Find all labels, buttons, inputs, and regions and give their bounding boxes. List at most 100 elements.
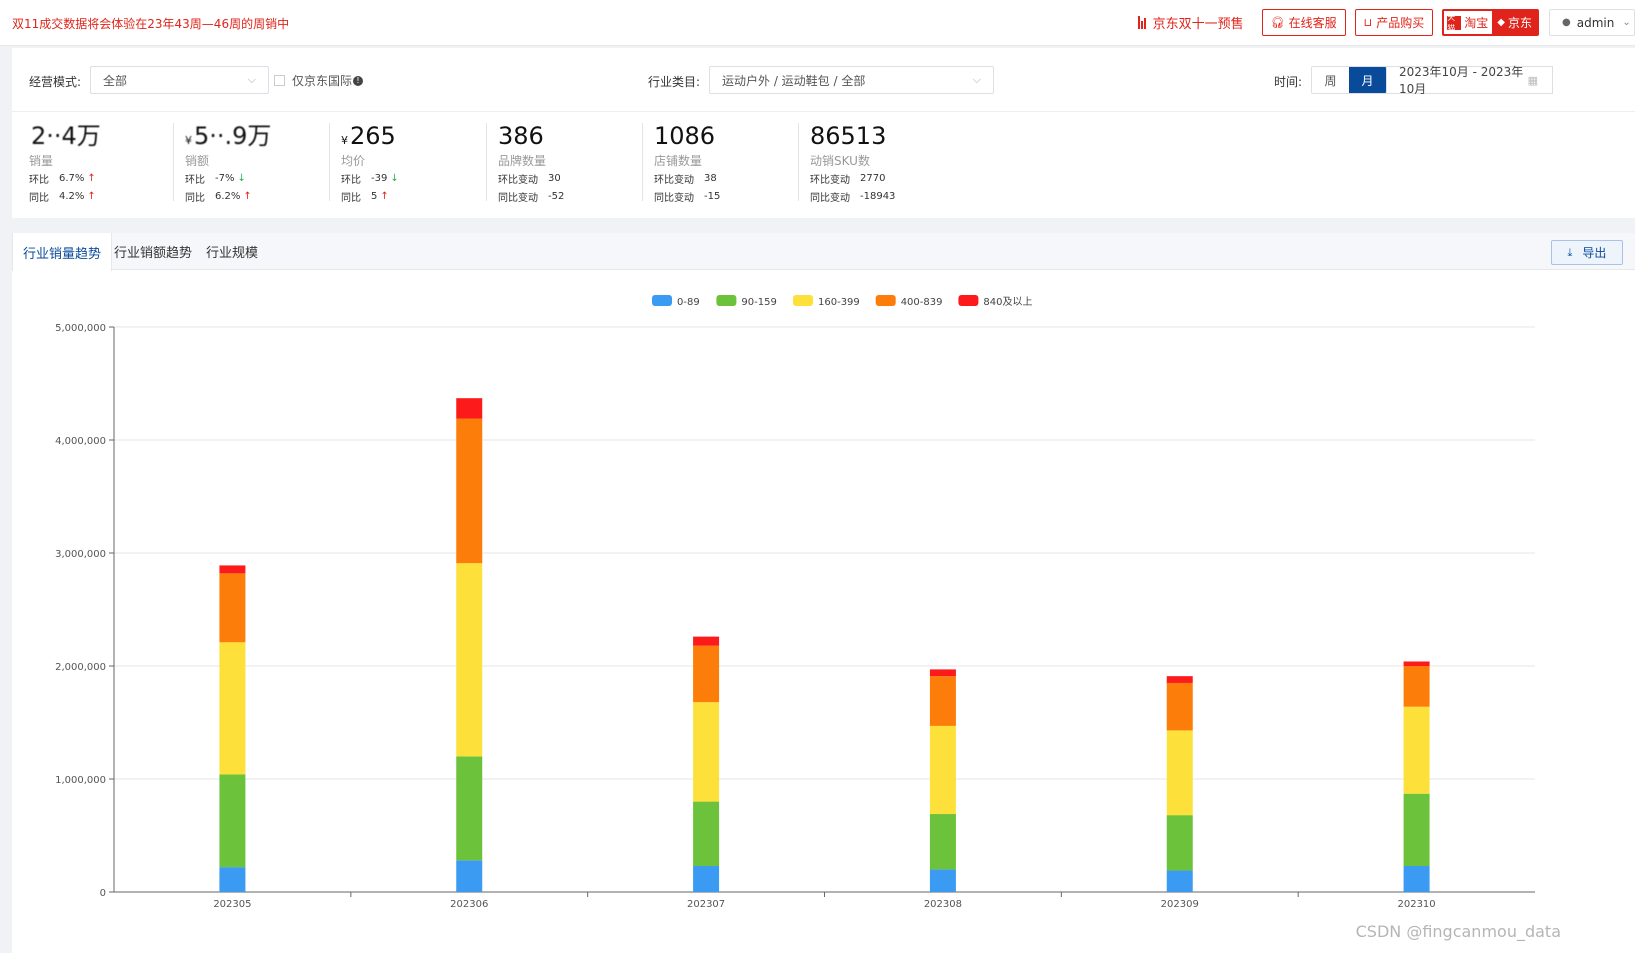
intl-only-checkbox[interactable]: 仅京东国际 ! bbox=[274, 72, 364, 89]
taobao-link[interactable]: 天猫 淘宝 bbox=[1444, 13, 1492, 33]
metric-value: ¥5··.9万 bbox=[185, 121, 325, 151]
metric-yoy: 同比变动 -52 bbox=[498, 189, 638, 204]
bar-segment bbox=[1166, 730, 1193, 816]
divider bbox=[329, 123, 330, 201]
metric-yoy: 同比 4.2% ↑ bbox=[29, 189, 169, 204]
metric-store-count: 1086 店铺数量 环比变动 38 同比变动 -15 bbox=[642, 121, 794, 211]
time-label: 时间: bbox=[1274, 75, 1303, 89]
mom-value: -39 bbox=[371, 173, 388, 184]
legend-label: 160-399 bbox=[818, 297, 860, 308]
metric-name: 销量 bbox=[29, 154, 54, 168]
user-menu[interactable]: ● admin ⌄ bbox=[1549, 9, 1635, 36]
metric-number: 265 bbox=[350, 122, 396, 150]
chevron-down-icon: ⌄ bbox=[1622, 17, 1631, 28]
metric-sales-amount: ¥5··.9万 销额 环比 -7% ↓ 同比 6.2% ↑ bbox=[173, 121, 325, 211]
bar-segment bbox=[693, 866, 720, 892]
mom-label: 环比 bbox=[29, 175, 49, 186]
metric-number: 5··.9万 bbox=[194, 122, 272, 150]
metric-name: 品牌数量 bbox=[498, 154, 547, 168]
granularity-month[interactable]: 月 bbox=[1349, 67, 1386, 93]
yoy-value: 4.2% bbox=[59, 191, 85, 202]
bar-segment bbox=[219, 573, 246, 643]
jd-presale-link[interactable]: 京东双十一预售 bbox=[1137, 13, 1244, 32]
x-tick-label: 202308 bbox=[924, 899, 962, 910]
user-name: admin bbox=[1576, 15, 1615, 30]
bar-segment bbox=[219, 774, 246, 868]
tab-industry-volume[interactable]: 行业销量趋势 bbox=[12, 233, 113, 271]
metric-yoy: 同比变动 -15 bbox=[654, 189, 794, 204]
export-label: 导出 bbox=[1582, 246, 1607, 260]
yoy-value: -52 bbox=[548, 191, 565, 202]
jd-dog-icon: ◆ bbox=[1497, 17, 1505, 28]
mom-value: 6.7% bbox=[59, 173, 85, 184]
date-range-picker[interactable]: 2023年10月 - 2023年10月 ▦ bbox=[1385, 65, 1553, 96]
intl-only-label: 仅京东国际 bbox=[292, 74, 353, 88]
divider bbox=[642, 123, 643, 201]
granularity-toggle[interactable]: 周 月 bbox=[1311, 66, 1387, 94]
mom-value: -7% bbox=[215, 173, 235, 184]
bar-segment bbox=[219, 642, 246, 775]
bar-segment bbox=[1166, 676, 1193, 683]
granularity-week[interactable]: 周 bbox=[1324, 73, 1337, 88]
mode-value: 全部 bbox=[103, 73, 128, 88]
mom-value: 38 bbox=[704, 173, 717, 184]
tmall-icon: 天猫 bbox=[1447, 13, 1462, 33]
metric-avg-price: ¥265 均价 环比 -39 ↓ 同比 5 ↑ bbox=[329, 121, 481, 211]
tab-industry-amount[interactable]: 行业销额趋势 bbox=[114, 246, 193, 261]
currency-symbol: ¥ bbox=[341, 134, 348, 147]
y-tick-label: 2,000,000 bbox=[55, 662, 106, 673]
jd-presale-label: 京东双十一预售 bbox=[1152, 17, 1244, 32]
jd-label: 京东 bbox=[1507, 16, 1532, 30]
top-bar: 双11成交数据将会体验在23年43周—46周的周销中 京东双十一预售 🎧︎ 在线… bbox=[0, 0, 1635, 46]
mom-label: 环比变动 bbox=[810, 175, 850, 186]
product-buy-button[interactable]: ⊔ 产品购买 bbox=[1354, 9, 1434, 36]
metric-value: 86513 bbox=[810, 121, 970, 151]
metric-name: 动销SKU数 bbox=[810, 154, 870, 168]
mom-label: 环比 bbox=[185, 175, 205, 186]
arrow-up-icon: ↑ bbox=[87, 173, 96, 184]
store-links[interactable]: 天猫 淘宝 ◆ 京东 bbox=[1442, 9, 1539, 36]
metric-sku-count: 86513 动销SKU数 环比变动 2770 同比变动 -18943 bbox=[798, 121, 970, 211]
top-actions: 京东双十一预售 🎧︎ 在线客服 ⊔ 产品购买 天猫 淘宝 ◆ 京东 ● admi… bbox=[1137, 9, 1635, 36]
bar-segment bbox=[219, 867, 246, 892]
bar-segment bbox=[929, 725, 956, 815]
bar-segment bbox=[1403, 706, 1430, 794]
metric-brand-count: 386 品牌数量 环比变动 30 同比变动 -52 bbox=[486, 121, 638, 211]
date-range-value: 2023年10月 - 2023年10月 bbox=[1399, 65, 1524, 96]
bar-chart-icon bbox=[1137, 16, 1146, 29]
yoy-label: 同比 bbox=[29, 193, 49, 204]
notice-text: 双11成交数据将会体验在23年43周—46周的周销中 bbox=[12, 17, 290, 31]
export-button[interactable]: ⤓ 导出 bbox=[1551, 240, 1623, 265]
bar-segment bbox=[456, 756, 483, 861]
divider bbox=[798, 123, 799, 201]
mode-select[interactable]: 全部 ⌵ bbox=[90, 66, 269, 94]
y-tick-label: 5,000,000 bbox=[55, 323, 106, 334]
bar-segment bbox=[1166, 682, 1193, 731]
bar-segment bbox=[929, 814, 956, 870]
yoy-label: 同比 bbox=[185, 193, 205, 204]
legend-label: 400-839 bbox=[901, 297, 943, 308]
info-icon[interactable]: ! bbox=[353, 75, 364, 86]
bar-segment bbox=[693, 702, 720, 802]
taobao-label: 淘宝 bbox=[1464, 16, 1489, 30]
category-select[interactable]: 运动户外 / 运动鞋包 / 全部 ⌵ bbox=[709, 66, 994, 94]
online-service-button[interactable]: 🎧︎ 在线客服 bbox=[1261, 9, 1346, 36]
tab-industry-scale[interactable]: 行业规模 bbox=[206, 246, 259, 261]
user-icon: ● bbox=[1562, 17, 1571, 28]
arrow-up-icon: ↑ bbox=[87, 191, 96, 202]
chart-card: 行业销量趋势 行业销额趋势 行业规模 ⤓ 导出 0 1,000,000 2,000,… bbox=[12, 233, 1635, 953]
bar-segment bbox=[929, 669, 956, 677]
yoy-label: 同比变动 bbox=[654, 193, 694, 204]
checkbox-box[interactable] bbox=[274, 75, 285, 86]
bar-segment bbox=[456, 563, 483, 757]
yoy-label: 同比 bbox=[341, 193, 361, 204]
bar-segment bbox=[456, 860, 483, 892]
metric-yoy: 同比 6.2% ↑ bbox=[185, 189, 325, 204]
chevron-down-icon: ⌵ bbox=[247, 73, 256, 86]
metric-mom: 环比变动 30 bbox=[498, 171, 638, 186]
metric-number: 86513 bbox=[810, 122, 887, 150]
y-tick-label: 0 bbox=[100, 888, 106, 899]
legend-swatch bbox=[875, 295, 896, 306]
jd-link[interactable]: ◆ 京东 bbox=[1492, 11, 1537, 34]
filter-row: 经营模式: 全部 ⌵ 仅京东国际 ! 行业类目: 运动户外 / 运动鞋包 / 全… bbox=[12, 48, 1635, 112]
